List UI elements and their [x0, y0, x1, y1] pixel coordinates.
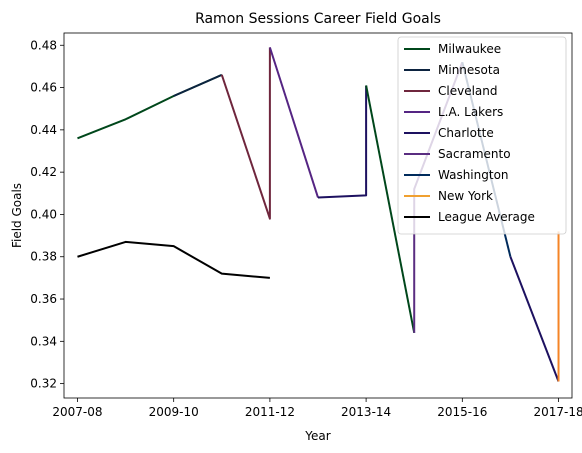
y-tick-label: 0.34 [30, 334, 57, 348]
legend-label: New York [438, 189, 493, 203]
x-tick-label: 2015-16 [437, 405, 487, 419]
y-tick-label: 0.38 [30, 250, 57, 264]
y-tick-label: 0.42 [30, 165, 57, 179]
y-tick-label: 0.32 [30, 377, 57, 391]
chart-title: Ramon Sessions Career Field Goals [195, 11, 441, 27]
plot-frame [63, 32, 573, 399]
series-line-charlotte-8 [509, 256, 560, 382]
y-axis-label: Field Goals [10, 183, 24, 248]
y-tick-label: 0.40 [30, 207, 57, 221]
x-tick-label: 2013-14 [341, 405, 391, 419]
series-line-milwaukee-5 [365, 85, 416, 334]
y-tick-label: 0.46 [30, 81, 57, 95]
legend-label: Washington [438, 168, 509, 182]
x-tick-label: 2009-10 [149, 405, 199, 419]
legend-label: L.A. Lakers [438, 105, 503, 119]
y-tick-label: 0.36 [30, 292, 57, 306]
legend-label: Milwaukee [438, 42, 501, 56]
x-tick-label: 2017-18 [533, 405, 582, 419]
legend-label: Sacramento [438, 147, 511, 161]
legend-label: Cleveland [438, 84, 498, 98]
series-line-l-a-lakers-3 [268, 47, 319, 198]
legend-label: Minnesota [438, 63, 500, 77]
legend-label: League Average [438, 210, 535, 224]
legend-label: Charlotte [438, 126, 494, 140]
series-line-cleveland-2 [220, 47, 271, 220]
x-tick-label: 2007-08 [52, 405, 102, 419]
series-line-league-average-10 [77, 240, 270, 279]
y-tick-label: 0.48 [30, 38, 57, 52]
x-axis-label: Year [304, 429, 330, 443]
legend-box [397, 36, 567, 235]
y-axis: 0.32 0.34 0.36 0.38 0.40 0.42 0.44 0.46 0.48 [30, 38, 64, 391]
x-tick-label: 2011-12 [245, 405, 295, 419]
x-axis: 2007-08 2009-10 2011-12 2013-14 2015-16 2017-… [52, 398, 582, 419]
legend: Milwaukee Minnesota Cleveland L.A. Lakers Ch… [397, 36, 567, 235]
series-line-minnesota-1 [173, 73, 223, 97]
y-tick-label: 0.44 [30, 123, 57, 137]
series-line-charlotte-4 [317, 85, 368, 199]
